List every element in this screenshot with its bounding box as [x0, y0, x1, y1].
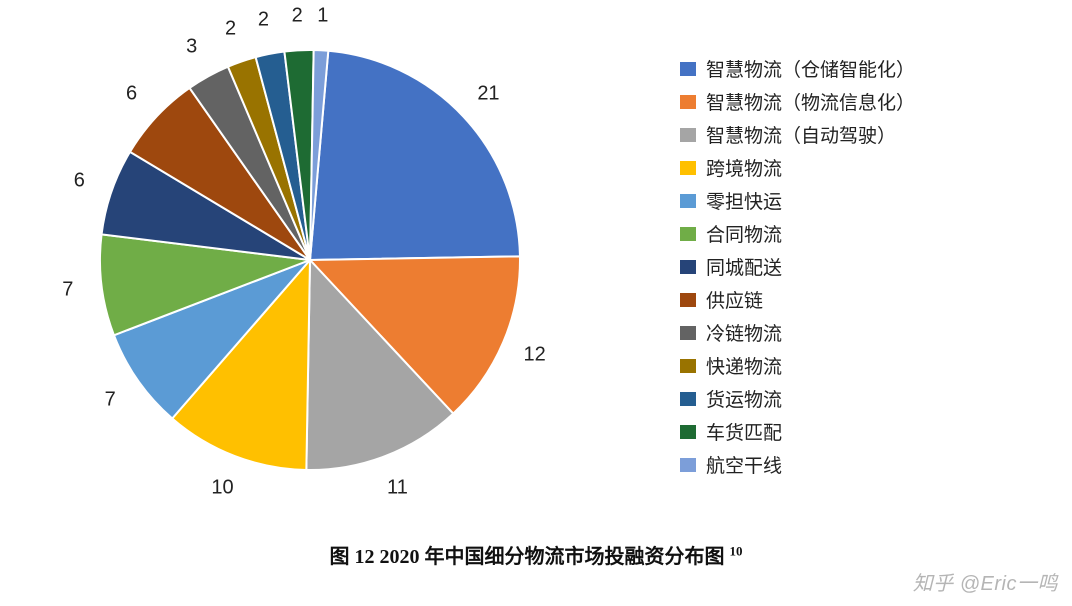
legend-label: 车货匹配: [706, 418, 782, 445]
legend-label: 合同物流: [706, 220, 782, 247]
pie-chart: 21121110776632221 智慧物流（仓储智能化）智慧物流（物流信息化）…: [0, 0, 1072, 606]
legend-swatch: [680, 227, 696, 241]
chart-caption: 图 12 2020 年中国细分物流市场投融资分布图 10: [0, 540, 1072, 569]
slice-value: 1: [317, 5, 328, 28]
legend-swatch: [680, 293, 696, 307]
slice-value: 7: [105, 388, 116, 411]
legend-swatch: [680, 458, 696, 472]
slice-value: 3: [186, 35, 197, 58]
legend-label: 智慧物流（物流信息化）: [706, 88, 915, 115]
legend-item: 同城配送: [680, 250, 915, 283]
legend-item: 货运物流: [680, 382, 915, 415]
legend-swatch: [680, 359, 696, 373]
slice-value: 12: [523, 344, 545, 367]
slice-value: 11: [387, 476, 408, 499]
legend-swatch: [680, 326, 696, 340]
legend-swatch: [680, 161, 696, 175]
legend-label: 供应链: [706, 286, 763, 313]
legend-swatch: [680, 62, 696, 76]
slice-value: 7: [62, 278, 73, 301]
legend-swatch: [680, 128, 696, 142]
legend-label: 航空干线: [706, 451, 782, 478]
legend-label: 冷链物流: [706, 319, 782, 346]
legend-label: 货运物流: [706, 385, 782, 412]
legend-item: 车货匹配: [680, 415, 915, 448]
legend-swatch: [680, 392, 696, 406]
slice-value: 21: [477, 82, 499, 105]
watermark: 知乎 @Eric一鸣: [913, 567, 1058, 596]
legend-item: 快递物流: [680, 349, 915, 382]
caption-text: 图 12 2020 年中国细分物流市场投融资分布图: [330, 546, 725, 568]
legend-label: 零担快运: [706, 187, 782, 214]
caption-superscript: 10: [730, 543, 743, 558]
legend-item: 智慧物流（物流信息化）: [680, 85, 915, 118]
legend-item: 供应链: [680, 283, 915, 316]
legend-item: 合同物流: [680, 217, 915, 250]
slice-value: 10: [211, 476, 233, 499]
legend-item: 零担快运: [680, 184, 915, 217]
legend-swatch: [680, 95, 696, 109]
slice-value: 2: [258, 9, 269, 32]
legend-item: 航空干线: [680, 448, 915, 481]
slice-value: 2: [225, 18, 236, 41]
legend-label: 智慧物流（自动驾驶）: [706, 121, 896, 148]
legend-item: 冷链物流: [680, 316, 915, 349]
legend-label: 智慧物流（仓储智能化）: [706, 55, 915, 82]
legend-swatch: [680, 194, 696, 208]
legend-item: 跨境物流: [680, 151, 915, 184]
legend-swatch: [680, 260, 696, 274]
legend-label: 快递物流: [706, 352, 782, 379]
slice-value: 2: [292, 5, 303, 28]
legend-swatch: [680, 425, 696, 439]
slice-value: 6: [74, 169, 85, 192]
legend-item: 智慧物流（自动驾驶）: [680, 118, 915, 151]
legend-label: 同城配送: [706, 253, 782, 280]
legend-item: 智慧物流（仓储智能化）: [680, 52, 915, 85]
legend-label: 跨境物流: [706, 154, 782, 181]
legend: 智慧物流（仓储智能化） 智慧物流（物流信息化） 智慧物流（自动驾驶） 跨境物流零担快运…: [680, 52, 915, 481]
slice-value: 6: [126, 82, 137, 105]
